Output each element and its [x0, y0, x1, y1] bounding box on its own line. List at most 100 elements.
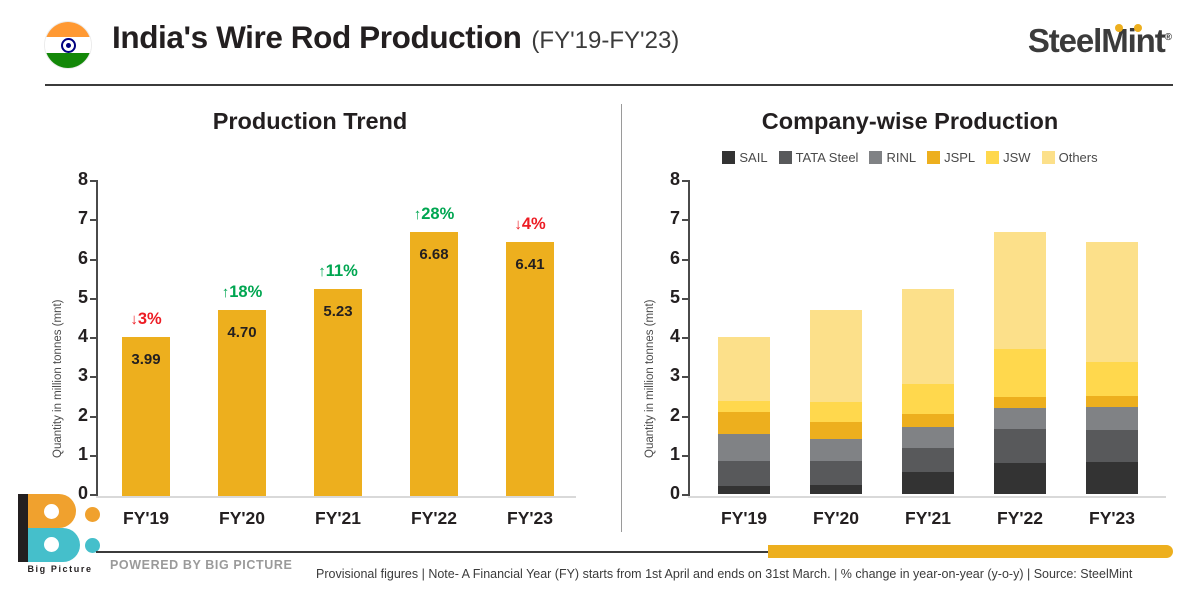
y-axis-tick-label: 0 — [77, 483, 88, 503]
stack-segment-jsw[interactable] — [718, 400, 770, 412]
stack-segment-rinl[interactable] — [902, 426, 954, 449]
stack-segment-sail[interactable] — [902, 472, 954, 494]
x-axis-line — [96, 496, 576, 498]
steelmint-logo: SteelMint® — [1028, 22, 1172, 60]
y-axis-tick-mark — [682, 415, 689, 418]
stack-segment-jspl[interactable] — [902, 413, 954, 427]
yoy-change-label: ↓4% — [514, 215, 546, 234]
bar-value-label: 4.70 — [227, 323, 257, 341]
y-axis-tick-mark — [682, 454, 689, 457]
stack-segment-sail[interactable] — [1086, 461, 1138, 494]
yoy-change-label: ↑18% — [221, 282, 263, 301]
bar-production-FY19[interactable] — [122, 337, 170, 496]
title-wrap: India's Wire Rod Production (FY'19-FY'23… — [112, 19, 679, 56]
page-title-range: (FY'19-FY'23) — [531, 27, 680, 54]
y-axis-line — [688, 180, 690, 496]
legend-label: RINL — [886, 150, 917, 165]
stack-segment-tata-steel[interactable] — [810, 461, 862, 486]
logo-hole-top — [44, 504, 59, 519]
y-axis-tick-label: 8 — [77, 169, 88, 189]
bar-production-FY21[interactable] — [314, 288, 362, 496]
stack-segment-jspl[interactable] — [1086, 395, 1138, 407]
logo-dot-orange-icon — [85, 507, 100, 522]
y-axis-tick-label: 4 — [77, 326, 88, 346]
y-axis-label: Quantity in million tonnes (mnt) — [644, 299, 656, 458]
x-axis-tick-label: FY'23 — [1089, 508, 1135, 528]
bar-value-label: 3.99 — [131, 351, 161, 369]
stack-segment-sail[interactable] — [994, 462, 1046, 494]
y-axis-tick-mark — [682, 494, 689, 496]
stack-segment-jsw[interactable] — [810, 401, 862, 423]
y-axis-tick-mark — [682, 337, 689, 339]
big-picture-wordmark: Big Picture — [27, 564, 93, 574]
yoy-change-label: ↑11% — [318, 261, 358, 280]
stack-segment-others[interactable] — [718, 337, 770, 401]
stack-segment-others[interactable] — [902, 288, 954, 384]
x-axis-tick-label: FY'20 — [219, 508, 265, 528]
legend-item-sail[interactable]: SAIL — [722, 150, 768, 165]
y-axis-tick-mark — [90, 454, 97, 457]
registered-mark: ® — [1164, 32, 1172, 43]
stack-segment-rinl[interactable] — [1086, 406, 1138, 430]
stack-segment-jsw[interactable] — [902, 383, 954, 414]
yoy-change-label: ↑28% — [413, 204, 455, 223]
yoy-change-label: ↓3% — [130, 310, 162, 329]
y-axis-tick-mark — [682, 297, 689, 300]
y-axis-tick-label: 2 — [77, 404, 88, 425]
stack-segment-jspl[interactable] — [810, 422, 862, 440]
x-axis-tick-label: FY'23 — [507, 508, 553, 528]
y-axis-tick-label: 3 — [669, 365, 680, 386]
y-axis-tick-label: 7 — [669, 208, 680, 229]
stack-segment-sail[interactable] — [810, 485, 862, 494]
stack-segment-jsw[interactable] — [1086, 361, 1138, 396]
stack-segment-jspl[interactable] — [994, 396, 1046, 408]
stack-segment-others[interactable] — [1086, 242, 1138, 362]
y-axis-tick-label: 1 — [669, 443, 680, 464]
stack-segment-jsw[interactable] — [994, 348, 1046, 397]
bar-value-label: 6.41 — [515, 256, 545, 274]
stack-segment-tata-steel[interactable] — [718, 460, 770, 487]
y-axis-tick-label: 5 — [669, 286, 680, 307]
legend-item-others[interactable]: Others — [1041, 150, 1098, 165]
right-chart-title: Company-wise Production — [761, 108, 1059, 134]
stack-segment-tata-steel[interactable] — [1086, 429, 1138, 462]
header-divider — [45, 84, 1173, 86]
stack-segment-tata-steel[interactable] — [902, 448, 954, 473]
stack-segment-sail[interactable] — [718, 486, 770, 494]
brand-name: SteelMint — [1027, 22, 1166, 59]
powered-by-label: POWERED BY BIG PICTURE — [110, 558, 293, 572]
legend-label: SAIL — [739, 150, 768, 165]
footnote-text: Provisional figures | Note- A Financial … — [316, 567, 1133, 581]
flag-green-band — [45, 52, 91, 68]
header: India's Wire Rod Production (FY'19-FY'23… — [0, 0, 1200, 88]
legend-label: JSW — [1003, 150, 1031, 165]
stack-segment-others[interactable] — [994, 231, 1046, 349]
stack-segment-rinl[interactable] — [994, 407, 1046, 430]
y-axis-tick-mark — [90, 258, 97, 261]
stack-segment-jspl[interactable] — [718, 411, 770, 434]
stack-segment-rinl[interactable] — [718, 433, 770, 461]
stack-segment-rinl[interactable] — [810, 439, 862, 462]
bar-production-FY20[interactable] — [218, 309, 266, 496]
trend-arrow-icon: ↑ — [318, 262, 326, 280]
legend-item-rinl[interactable]: RINL — [869, 150, 916, 165]
logo-dot-right-icon — [1134, 24, 1142, 32]
trend-arrow-icon: ↓ — [514, 216, 522, 234]
stack-segment-tata-steel[interactable] — [994, 429, 1046, 463]
legend-label: JSPL — [944, 150, 976, 165]
legend-item-tata-steel[interactable]: TATA Steel — [778, 150, 858, 165]
bar-production-FY23[interactable] — [506, 242, 554, 496]
bar-production-FY22[interactable] — [410, 231, 458, 496]
stack-segment-others[interactable] — [810, 309, 862, 402]
y-axis-label: Quantity in million tonnes (mnt) — [52, 299, 64, 458]
y-axis-tick-label: 1 — [77, 443, 88, 464]
logo-dot-teal-icon — [85, 538, 100, 553]
trend-arrow-icon: ↓ — [130, 311, 138, 329]
legend-item-jsw[interactable]: JSW — [986, 150, 1031, 165]
legend-swatch-icon — [1041, 151, 1055, 164]
legend-swatch-icon — [869, 151, 883, 164]
trend-arrow-icon: ↑ — [221, 283, 230, 301]
y-axis-tick-mark — [682, 258, 689, 261]
y-axis-tick-mark — [90, 376, 97, 379]
legend-item-jspl[interactable]: JSPL — [927, 150, 975, 165]
